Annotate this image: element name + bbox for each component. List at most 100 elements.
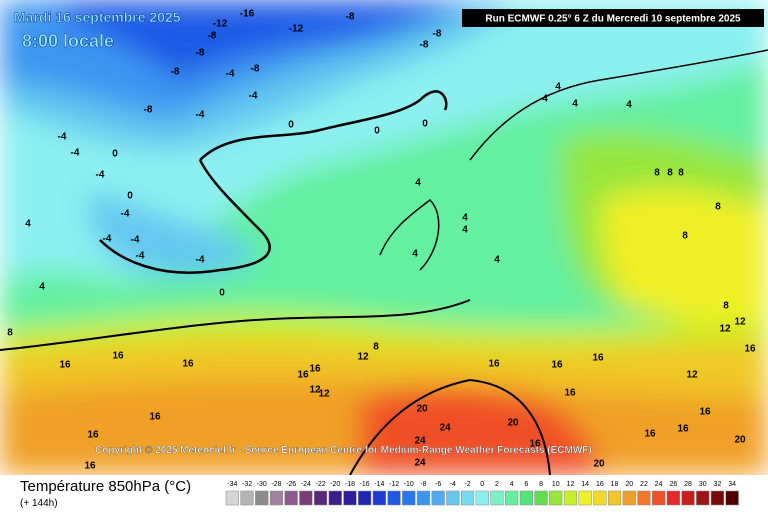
- contour-label: -4: [249, 91, 258, 102]
- time: 8:00 locale: [22, 31, 114, 51]
- scale-label: -2: [464, 481, 470, 488]
- contour-label: -16: [240, 9, 255, 20]
- scale-swatch: [343, 490, 357, 506]
- contour-label: 20: [734, 435, 746, 446]
- scale-label: 28: [684, 481, 692, 488]
- scale-swatch: [710, 490, 725, 506]
- temperature-field: [0, 0, 768, 475]
- contour-label: -4: [96, 170, 105, 181]
- scale-swatch: [725, 490, 739, 506]
- scale-label: 2: [495, 481, 499, 488]
- scale-label: -6: [435, 481, 441, 488]
- contour-label: 16: [149, 412, 161, 423]
- contour-label: -12: [213, 19, 228, 30]
- contour-label: 16: [592, 353, 604, 364]
- scale-label: 34: [728, 481, 736, 488]
- date: Mardi 16 septembre 2025: [14, 9, 181, 25]
- contour-label: 16: [699, 407, 711, 418]
- contour-label: 8: [654, 168, 660, 179]
- contour-label: 16: [309, 364, 321, 375]
- contour-label: 8: [667, 168, 673, 179]
- contour-label: 4: [572, 99, 578, 110]
- contour-label: 0: [288, 120, 294, 131]
- contour-label: -4: [121, 209, 130, 220]
- contour-label: -4: [136, 251, 145, 262]
- scale-label: -12: [389, 481, 399, 488]
- contour-label: -4: [226, 69, 235, 80]
- contour-label: 20: [507, 418, 519, 429]
- scale-label: 16: [596, 481, 604, 488]
- contour-label: 0: [374, 126, 380, 137]
- scale-swatch: [652, 490, 666, 506]
- scale-swatch: [358, 490, 372, 506]
- contour-label: 16: [488, 359, 500, 370]
- contour-label: -4: [58, 132, 67, 143]
- scale-swatch: [666, 490, 680, 506]
- contour-label: 24: [414, 458, 426, 469]
- scale-label: -24: [301, 481, 311, 488]
- contour-label: -4: [196, 110, 205, 121]
- contour-label: 24: [439, 423, 451, 434]
- scale-label: -20: [330, 481, 340, 488]
- contour-label: 12: [309, 385, 321, 396]
- coastlines: [0, 49, 768, 476]
- contour-label: 24: [414, 436, 426, 447]
- scale-label: 8: [539, 481, 543, 488]
- contour-label: -8: [144, 105, 153, 116]
- contour-label: 20: [416, 404, 428, 415]
- scale-label: 24: [655, 481, 663, 488]
- contour-label: 16: [677, 424, 689, 435]
- color-scale: -34 -32 -30 -28 -26 -24 -22 -20 -18 -16 -14 -12 -10-…: [225, 481, 739, 506]
- scale-swatch: [446, 490, 460, 506]
- contour-label: -8: [433, 29, 442, 40]
- scale-label: 10: [552, 481, 560, 488]
- contour-label: 4: [462, 213, 468, 224]
- scale-swatch: [416, 490, 431, 506]
- contour-label: -4: [196, 255, 205, 266]
- contour-label: -8: [196, 48, 205, 59]
- scale-label: 30: [699, 481, 707, 488]
- contour-label: 0: [112, 149, 118, 160]
- scale-label: 26: [669, 481, 677, 488]
- scale-swatch: [622, 490, 636, 506]
- contour-label: 16: [84, 461, 96, 472]
- scale-label: -14: [374, 481, 384, 488]
- contour-label: 12: [686, 370, 698, 381]
- footer-title: Température 850hPa (°C): [20, 478, 191, 495]
- scale-swatch: [431, 490, 445, 506]
- scale-swatch: [593, 490, 607, 506]
- scale-label: -18: [345, 481, 355, 488]
- scale-swatch: [387, 490, 401, 506]
- contour-label: 16: [564, 388, 576, 399]
- scale-label: -34: [227, 481, 237, 488]
- contour-label: 0: [127, 191, 133, 202]
- scale-label: 22: [640, 481, 648, 488]
- run-info: Run ECMWF 0.25° 6 Z du Mercredi 10 septe…: [485, 14, 741, 25]
- scale-label: 14: [581, 481, 589, 488]
- scale-label: -16: [360, 481, 370, 488]
- scale-swatch: [534, 490, 548, 506]
- contour-label: 4: [555, 82, 561, 93]
- contour-label: 0: [422, 119, 428, 130]
- contour-label: 12: [357, 352, 369, 363]
- contour-label: 4: [25, 219, 31, 230]
- contour-label: 8: [678, 168, 684, 179]
- contour-label: 20: [593, 459, 605, 470]
- contour-label: 16: [644, 429, 656, 440]
- contour-label: 16: [744, 344, 756, 355]
- contour-label: 4: [39, 282, 45, 293]
- contour-label: 4: [462, 225, 468, 236]
- scale-swatch: [313, 490, 328, 506]
- contour-label: 16: [529, 439, 541, 450]
- contour-label: -4: [71, 148, 80, 159]
- contour-label: 8: [715, 202, 721, 213]
- contour-label: 16: [59, 360, 71, 371]
- contour-label: 4: [494, 255, 500, 266]
- scale-label: 18: [611, 481, 619, 488]
- scale-swatch: [696, 490, 710, 506]
- scale-swatch: [225, 490, 239, 506]
- contour-label: 4: [412, 249, 418, 260]
- scale-label: 20: [625, 481, 633, 488]
